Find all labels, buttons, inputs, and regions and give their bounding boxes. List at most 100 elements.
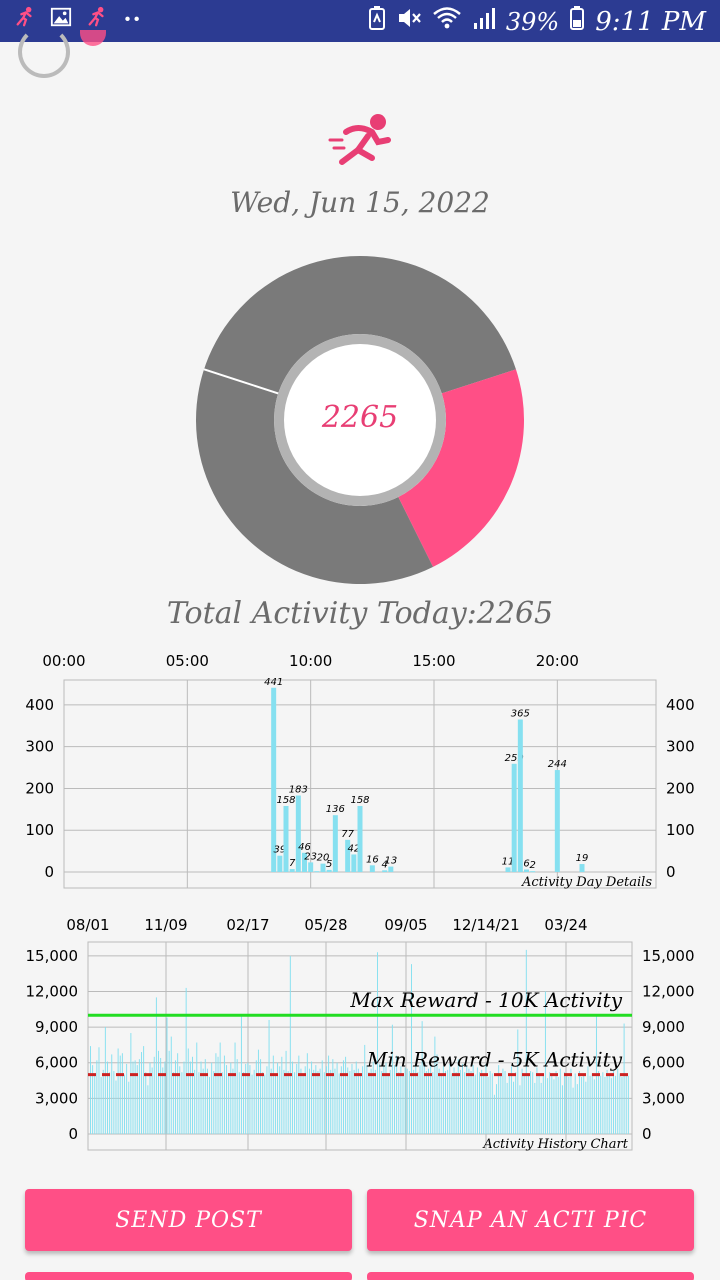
history-chart-bar (440, 1074, 442, 1134)
day-chart-y-tick-right: 0 (666, 863, 676, 881)
wifi-icon (432, 5, 462, 39)
history-chart-bar (425, 1071, 427, 1134)
history-chart-bar (238, 1072, 240, 1134)
history-chart-bar (177, 1053, 179, 1134)
history-chart-bar (493, 1094, 495, 1134)
history-chart-bar (325, 1066, 327, 1134)
history-chart-bar (521, 1068, 523, 1134)
history-chart-bar (187, 1048, 189, 1134)
day-chart-bar (517, 719, 523, 872)
history-chart-bar (362, 1066, 364, 1134)
history-chart-bar (464, 1072, 466, 1134)
history-chart-bar (192, 1056, 194, 1134)
history-chart-bar (502, 1068, 504, 1134)
history-chart-bar (564, 1072, 566, 1134)
history-chart-bar (436, 1054, 438, 1134)
history-chart-bar (274, 1073, 276, 1134)
history-chart-x-tick: 03/24 (544, 916, 587, 934)
history-chart-bar (323, 1072, 325, 1134)
history-chart-bar (134, 1060, 136, 1134)
day-chart-bar (554, 770, 560, 872)
history-chart-bar (317, 1071, 319, 1134)
history-chart-bar (272, 1055, 274, 1134)
history-chart-bar (404, 1067, 406, 1134)
history-chart-bar (606, 1069, 608, 1134)
history-chart-bar (447, 1069, 449, 1134)
runner-logo-icon (328, 114, 391, 165)
day-chart-y-tick-right: 400 (666, 696, 695, 714)
day-chart-bar-label: 7 (289, 858, 296, 869)
partial-button-right[interactable] (367, 1272, 694, 1280)
history-chart-bar (576, 1084, 578, 1134)
history-chart-bar (428, 1068, 429, 1134)
partial-button-left[interactable] (25, 1272, 352, 1280)
send-post-button[interactable]: SEND POST (25, 1189, 352, 1251)
history-chart-bar (319, 1068, 321, 1134)
history-chart-bar (179, 1066, 181, 1134)
history-chart-bar (141, 1052, 142, 1134)
history-chart-bar (513, 1081, 515, 1134)
history-chart-bar (602, 1072, 604, 1134)
history-chart-bar (506, 1082, 508, 1134)
day-chart-bar-label: 259 (505, 753, 524, 764)
history-chart-bar (219, 1042, 221, 1134)
history-chart-bar (223, 1055, 225, 1134)
history-chart-bar (544, 991, 546, 1134)
history-chart-bar (559, 1068, 561, 1134)
history-chart-bar (170, 1036, 172, 1134)
history-chart-bar (228, 1073, 230, 1134)
history-chart-bar (415, 1063, 417, 1134)
day-chart-bar-label: 11 (502, 856, 515, 867)
history-chart-bar (330, 1069, 332, 1134)
history-chart-x-tick: 05/28 (304, 916, 347, 934)
history-chart-bar (374, 1069, 376, 1134)
history-chart-bar (406, 1068, 408, 1134)
history-chart-bar (155, 997, 157, 1134)
history-chart-bar (510, 1066, 512, 1134)
day-chart-bar (277, 855, 283, 872)
history-chart-bar (379, 1063, 381, 1134)
snap-pic-button[interactable]: SNAP AN ACTI PIC (367, 1189, 694, 1251)
day-chart-bar (314, 871, 320, 873)
history-chart-bar (149, 1062, 151, 1134)
history-chart-bar (553, 1079, 555, 1134)
history-chart-y-tick-right: 12,000 (642, 982, 695, 1000)
history-chart-bar (538, 1073, 540, 1134)
history-chart-y-tick-left: 12,000 (26, 982, 79, 1000)
history-chart-bar (347, 1067, 349, 1134)
history-chart-bar (230, 1062, 232, 1134)
history-chart-bar (308, 1068, 310, 1134)
history-chart-bar (128, 1081, 130, 1134)
history-chart-bar (251, 1074, 253, 1134)
history-chart-bar (619, 1073, 621, 1134)
history-chart-bar (455, 1072, 457, 1134)
history-chart-bar (147, 1085, 149, 1134)
battery-saver-icon (368, 5, 386, 39)
history-chart-bar (257, 1049, 259, 1134)
history-chart-bar (94, 1073, 96, 1134)
day-chart-bar-label: 6 (523, 858, 529, 869)
history-chart-bar (377, 952, 378, 1134)
day-chart-y-tick-right: 300 (666, 738, 695, 756)
day-chart-bar (308, 862, 314, 872)
donut-remaining-segment (196, 256, 516, 584)
history-chart-bar (625, 1074, 627, 1134)
history-chart-bar (300, 1068, 302, 1134)
history-chart-bar (291, 1061, 293, 1134)
history-chart-bar (306, 1053, 308, 1134)
history-chart-bar (585, 1081, 587, 1134)
history-chart-bar (302, 1075, 304, 1134)
history-chart-bar (487, 1076, 489, 1134)
history-chart-bar (391, 1024, 393, 1134)
history-chart-bar (617, 1068, 619, 1134)
history-chart-bar (411, 964, 412, 1134)
history-chart-bar (355, 1061, 357, 1134)
history-chart-bar (247, 1062, 249, 1134)
history-chart-bar (383, 1066, 385, 1134)
history-chart-bar (385, 1062, 387, 1134)
day-chart-bar-label: 5 (326, 859, 332, 870)
history-chart-y-tick-right: 9,000 (642, 1018, 685, 1036)
history-chart-bar (196, 1042, 198, 1134)
day-chart-bar (283, 805, 289, 872)
history-chart-bar (381, 1071, 383, 1134)
